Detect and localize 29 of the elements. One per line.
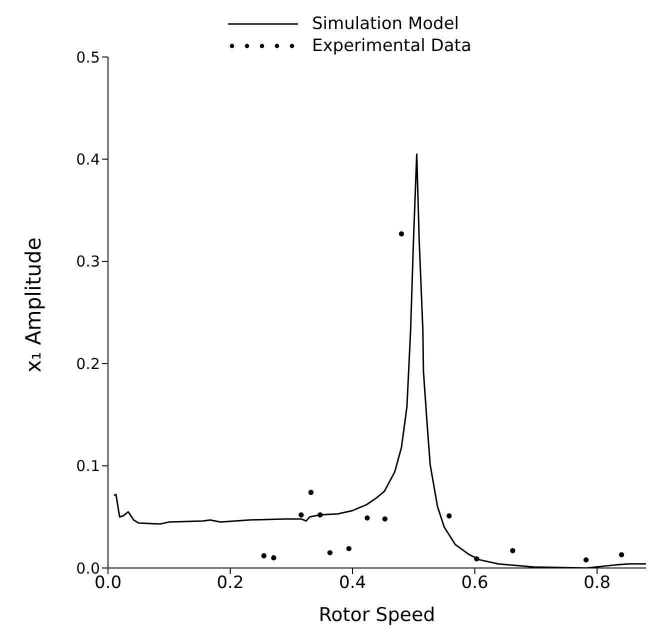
point	[446, 513, 452, 518]
point	[261, 553, 266, 558]
x-tick-label: 0.0	[94, 573, 122, 594]
point	[271, 555, 276, 560]
x-tick-label: 0.2	[216, 573, 244, 594]
point	[308, 490, 314, 495]
y-axis-title: x₁ Amplitude	[21, 237, 46, 372]
x-tick-label: 0.4	[339, 573, 366, 594]
legend-label: Experimental Data	[312, 36, 472, 56]
point	[346, 546, 352, 552]
y-tick-label: 0.4	[76, 150, 100, 169]
point	[327, 550, 333, 556]
point	[618, 552, 624, 558]
point	[510, 548, 516, 554]
point	[364, 515, 370, 521]
x-tick-label: 0.6	[461, 573, 488, 594]
point	[382, 516, 388, 522]
point	[318, 512, 323, 518]
point	[398, 231, 404, 236]
y-tick-label: 0.5	[76, 48, 100, 66]
y-tick-label: 0.1	[76, 457, 100, 476]
y-tick-label: 0.2	[76, 354, 100, 373]
point	[583, 557, 589, 562]
x-tick-label: 0.8	[584, 573, 611, 594]
legend-label: Simulation Model	[312, 14, 459, 34]
point	[474, 556, 480, 562]
x-axis-title: Rotor Speed	[318, 604, 436, 626]
point	[298, 512, 304, 518]
y-tick-label: 0.3	[76, 252, 100, 271]
